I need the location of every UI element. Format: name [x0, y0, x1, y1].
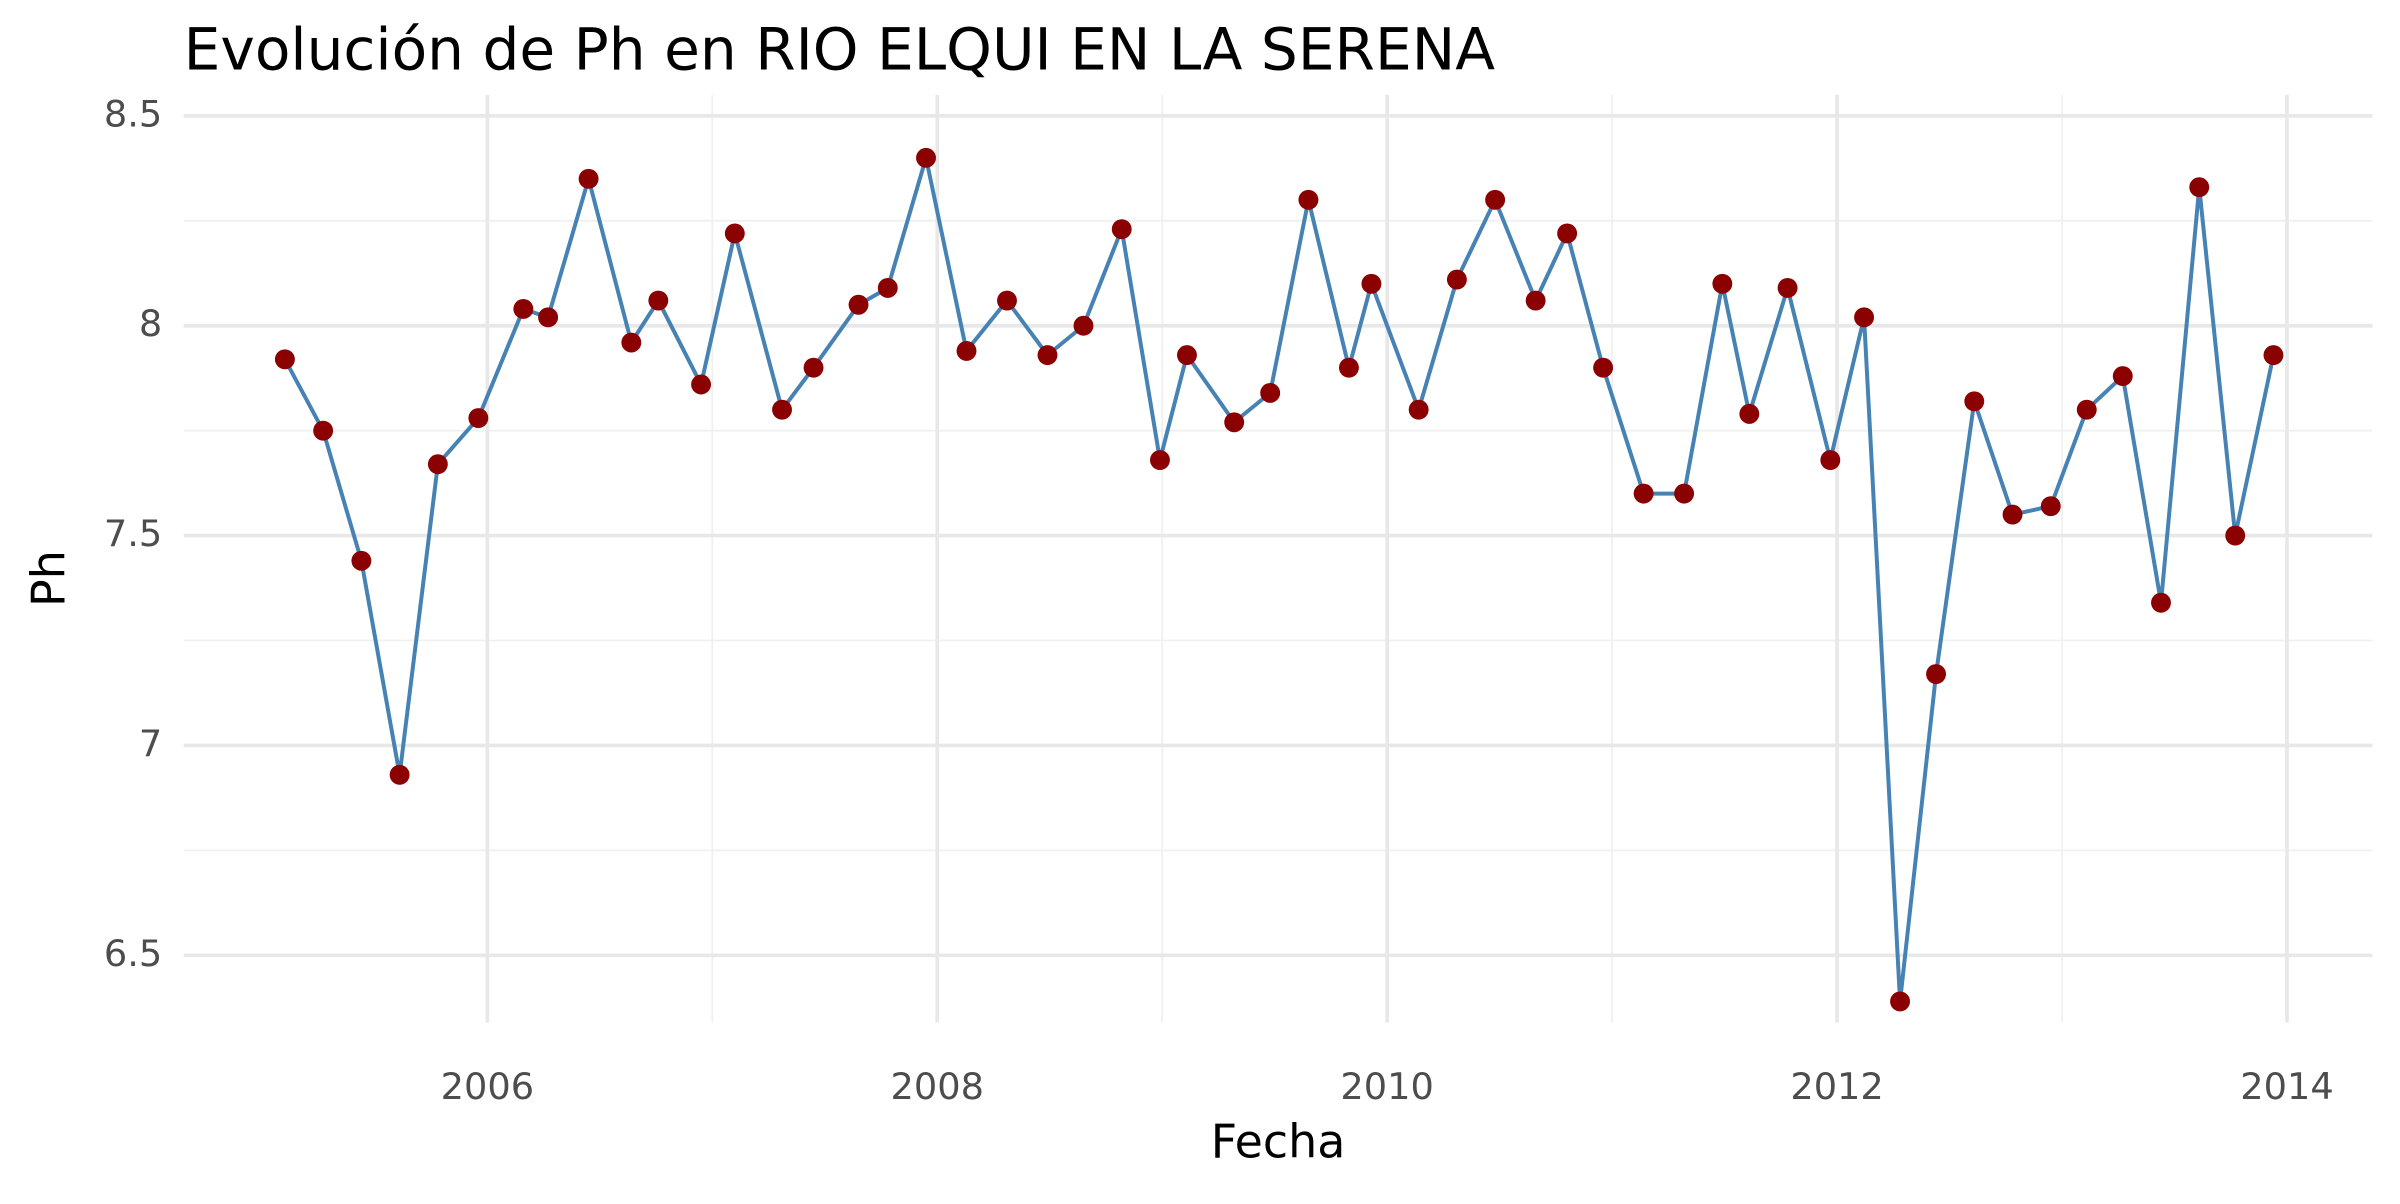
- point: [724, 223, 745, 244]
- point: [1408, 399, 1429, 420]
- point: [389, 764, 410, 785]
- point: [538, 307, 559, 328]
- point: [313, 420, 334, 441]
- point: [772, 399, 792, 420]
- point: [468, 408, 489, 429]
- point: [1177, 345, 1197, 366]
- chart-title: Evolución de Ph en RIO ELQUI EN LA SEREN…: [184, 16, 1496, 84]
- point: [877, 278, 898, 298]
- point: [1361, 273, 1382, 294]
- point: [2002, 504, 2023, 525]
- point: [351, 550, 372, 571]
- point: [1446, 269, 1467, 290]
- point: [916, 147, 936, 168]
- point: [1260, 382, 1281, 403]
- point: [1073, 315, 1094, 336]
- y-tick-label: 8.5: [104, 92, 162, 135]
- point: [1338, 357, 1359, 378]
- point: [513, 298, 534, 319]
- point: [803, 357, 824, 378]
- point: [1854, 307, 1875, 328]
- point: [1525, 290, 1546, 311]
- point: [997, 290, 1017, 311]
- point: [2076, 399, 2097, 420]
- point: [1777, 278, 1798, 298]
- point: [956, 340, 977, 361]
- point: [1150, 450, 1170, 470]
- y-tick-label: 7: [139, 722, 162, 765]
- point: [621, 332, 642, 353]
- x-tick-label: 2010: [1340, 1065, 1433, 1108]
- point: [1037, 345, 1058, 366]
- point: [578, 168, 599, 189]
- point: [1890, 991, 1911, 1012]
- line: [283, 155, 2276, 1004]
- point: [1739, 403, 1760, 424]
- point: [2189, 177, 2210, 198]
- point: [1485, 189, 1506, 210]
- point: [848, 294, 869, 315]
- point: [1926, 664, 1946, 685]
- y-tick-label: 8: [139, 302, 162, 345]
- point: [2112, 366, 2133, 387]
- point: [1820, 450, 1841, 470]
- y-tick-label: 7.5: [104, 512, 162, 555]
- x-tick-label: 2008: [891, 1065, 984, 1108]
- x-tick-label: 2014: [2240, 1065, 2333, 1108]
- point: [2040, 496, 2061, 517]
- point: [1633, 483, 1654, 504]
- point: [1964, 391, 1985, 412]
- point: [427, 454, 448, 475]
- point: [1298, 189, 1319, 210]
- x-axis-title: Fecha: [1211, 1114, 1346, 1168]
- point: [1557, 223, 1578, 244]
- x-tick-label: 2012: [1790, 1065, 1883, 1108]
- point: [648, 290, 669, 311]
- point: [1111, 219, 1132, 240]
- point: [1224, 412, 1245, 433]
- point: [1674, 483, 1695, 504]
- point: [691, 374, 712, 395]
- y-axis-title: Ph: [22, 550, 76, 607]
- point: [1712, 273, 1733, 294]
- point: [2225, 525, 2246, 546]
- y-tick-label: 6.5: [104, 932, 162, 975]
- point: [2151, 592, 2171, 613]
- x-tick-label: 2006: [441, 1065, 534, 1108]
- point: [274, 349, 295, 370]
- point: [1593, 357, 1614, 378]
- point: [2263, 345, 2284, 366]
